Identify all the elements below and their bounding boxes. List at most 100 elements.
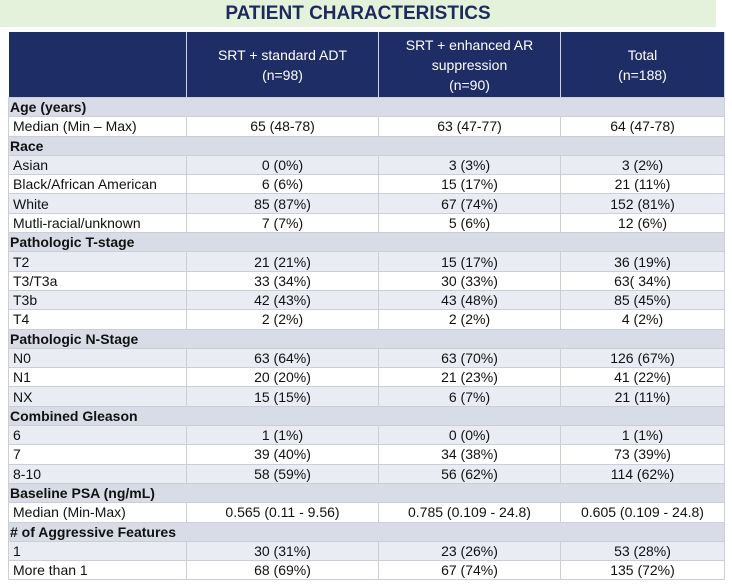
cell: 34 (38%) bbox=[378, 444, 561, 465]
cell: 39 (40%) bbox=[186, 444, 379, 465]
row-label: 1 bbox=[8, 540, 187, 562]
cell: 1 (1%) bbox=[186, 425, 379, 446]
cell: 6 (7%) bbox=[378, 386, 561, 407]
header-line: SRT + enhanced AR bbox=[405, 36, 534, 53]
cell: 63 (47-77) bbox=[378, 116, 561, 137]
row-label: White bbox=[8, 193, 187, 214]
header-cell: SRT + enhanced AR suppression (n=90) bbox=[378, 32, 561, 98]
row-label: Mutli-racial/unknown bbox=[8, 212, 187, 234]
header-line: suppression bbox=[431, 56, 508, 73]
cell: 3 (2%) bbox=[560, 154, 725, 176]
header-cell: SRT + standard ADT (n=98) bbox=[186, 32, 379, 98]
section-row: Pathologic N-Stage bbox=[8, 328, 725, 349]
cell: 33 (34%) bbox=[186, 270, 379, 291]
row-label: N0 bbox=[8, 347, 187, 369]
cell: 23 (26%) bbox=[378, 540, 561, 562]
row-label: Asian bbox=[8, 154, 187, 176]
cell: 30 (33%) bbox=[378, 270, 561, 291]
section-row: # of Aggressive Features bbox=[8, 521, 725, 542]
section-row: Combined Gleason bbox=[8, 405, 725, 427]
cell: 0 (0%) bbox=[378, 425, 561, 446]
cell: 85 (87%) bbox=[186, 193, 379, 214]
table-body: Age (years) Median (Min – Max) 65 (48-78) 6… bbox=[8, 96, 725, 581]
cell: 36 (19%) bbox=[560, 251, 725, 272]
cell: 64 (47-78) bbox=[560, 116, 725, 137]
section-row: Race bbox=[8, 135, 725, 156]
section-row: Pathologic T-stage bbox=[8, 232, 725, 253]
section-row: Age (years) bbox=[8, 96, 725, 118]
row-label: NX bbox=[8, 386, 187, 407]
row-label: T2 bbox=[8, 251, 187, 272]
data-row: N0 63 (64%) 63 (70%) 126 (67%) bbox=[8, 347, 725, 369]
row-label: 7 bbox=[8, 444, 187, 465]
cell: 4 (2%) bbox=[560, 309, 725, 330]
row-label: 6 bbox=[8, 425, 187, 446]
cell: 152 (81%) bbox=[560, 193, 725, 214]
cell: 30 (31%) bbox=[186, 540, 379, 562]
cell: 0.605 (0.109 - 24.8) bbox=[560, 502, 725, 523]
cell: 126 (67%) bbox=[560, 347, 725, 369]
table: SRT + standard ADT (n=98) SRT + enhanced A… bbox=[8, 32, 725, 581]
cell: 1 (1%) bbox=[560, 425, 725, 446]
cell: 43 (48%) bbox=[378, 289, 561, 311]
cell: 65 (48-78) bbox=[186, 116, 379, 137]
cell: 41 (22%) bbox=[560, 367, 725, 388]
data-row: 1 30 (31%) 23 (26%) 53 (28%) bbox=[8, 540, 725, 562]
cell: 21 (21%) bbox=[186, 251, 379, 272]
data-row: Mutli-racial/unknown 7 (7%) 5 (6%) 12 (6%) bbox=[8, 212, 725, 234]
cell: 7 (7%) bbox=[186, 212, 379, 234]
data-row: Median (Min-Max) 0.565 (0.11 - 9.56) 0.785… bbox=[8, 502, 725, 523]
section-label: Combined Gleason bbox=[8, 405, 725, 427]
header-cell bbox=[8, 32, 187, 98]
cell: 15 (17%) bbox=[378, 174, 561, 195]
row-label: More than 1 bbox=[8, 560, 187, 581]
cell: 12 (6%) bbox=[560, 212, 725, 234]
cell: 58 (59%) bbox=[186, 463, 379, 484]
cell: 63 (64%) bbox=[186, 347, 379, 369]
cell: 73 (39%) bbox=[560, 444, 725, 465]
cell: 67 (74%) bbox=[378, 193, 561, 214]
cell: 63( 34%) bbox=[560, 270, 725, 291]
section-label: Age (years) bbox=[8, 96, 725, 118]
cell: 5 (6%) bbox=[378, 212, 561, 234]
cell: 0 (0%) bbox=[186, 154, 379, 176]
title: PATIENT CHARACTERISTICS bbox=[0, 0, 716, 27]
cell: 63 (70%) bbox=[378, 347, 561, 369]
cell: 56 (62%) bbox=[378, 463, 561, 484]
row-label: N1 bbox=[8, 367, 187, 388]
data-row: Asian 0 (0%) 3 (3%) 3 (2%) bbox=[8, 154, 725, 176]
cell: 135 (72%) bbox=[560, 560, 725, 581]
row-label: T4 bbox=[8, 309, 187, 330]
header-row: SRT + standard ADT (n=98) SRT + enhanced A… bbox=[8, 32, 725, 98]
cell: 21 (11%) bbox=[560, 174, 725, 195]
data-row: T2 21 (21%) 15 (17%) 36 (19%) bbox=[8, 251, 725, 272]
cell: 42 (43%) bbox=[186, 289, 379, 311]
cell: 67 (74%) bbox=[378, 560, 561, 581]
row-label: Black/African American bbox=[8, 174, 187, 195]
cell: 20 (20%) bbox=[186, 367, 379, 388]
header-line: (n=90) bbox=[449, 76, 490, 93]
cell: 114 (62%) bbox=[560, 463, 725, 484]
row-label: T3/T3a bbox=[8, 270, 187, 291]
section-row: Baseline PSA (ng/mL) bbox=[8, 482, 725, 504]
cell: 2 (2%) bbox=[186, 309, 379, 330]
data-row: N1 20 (20%) 21 (23%) 41 (22%) bbox=[8, 367, 725, 388]
data-row: T3b 42 (43%) 43 (48%) 85 (45%) bbox=[8, 289, 725, 311]
header-cell: Total (n=188) bbox=[560, 32, 725, 98]
cell: 0.565 (0.11 - 9.56) bbox=[186, 502, 379, 523]
data-row: White 85 (87%) 67 (74%) 152 (81%) bbox=[8, 193, 725, 214]
data-row: T4 2 (2%) 2 (2%) 4 (2%) bbox=[8, 309, 725, 330]
data-row: Median (Min – Max) 65 (48-78) 63 (47-77) 64… bbox=[8, 116, 725, 137]
cell: 3 (3%) bbox=[378, 154, 561, 176]
section-label: Baseline PSA (ng/mL) bbox=[8, 482, 725, 504]
header-line: SRT + standard ADT bbox=[217, 46, 348, 63]
section-label: Pathologic T-stage bbox=[8, 232, 725, 253]
section-label: Race bbox=[8, 135, 725, 156]
header-line: Total bbox=[627, 46, 658, 63]
cell: 85 (45%) bbox=[560, 289, 725, 311]
row-label: Median (Min – Max) bbox=[8, 116, 187, 137]
cell: 21 (11%) bbox=[560, 386, 725, 407]
data-row: More than 1 68 (69%) 67 (74%) 135 (72%) bbox=[8, 560, 725, 581]
